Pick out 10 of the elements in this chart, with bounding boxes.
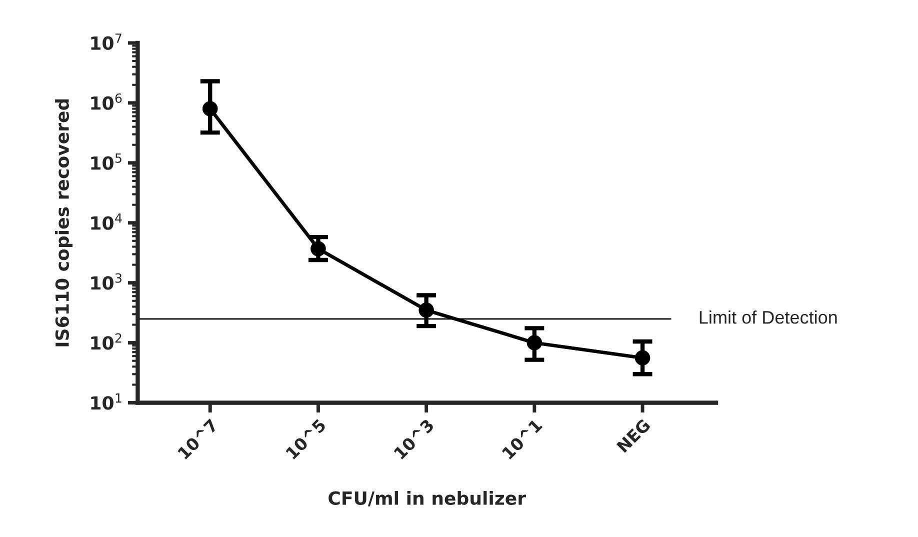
y-tick-label: 10$^{7}$	[91, 34, 122, 50]
y-tick-label: 10$^{4}$	[91, 213, 122, 230]
y-axis-title: IS6110 copies recovered	[55, 99, 73, 346]
y-tick-label: 10$^{5}$	[91, 154, 122, 170]
x-axis-title: CFU/ml in nebulizer	[328, 490, 526, 506]
y-tick-label: 10$^{2}$	[91, 333, 122, 350]
y-tick-label: 10$^{1}$	[91, 393, 122, 410]
ref-line-label: Limit of Detection	[700, 310, 837, 324]
y-tick-label: 10$^{3}$	[91, 273, 122, 290]
y-tick-label: 10$^{6}$	[91, 93, 122, 110]
